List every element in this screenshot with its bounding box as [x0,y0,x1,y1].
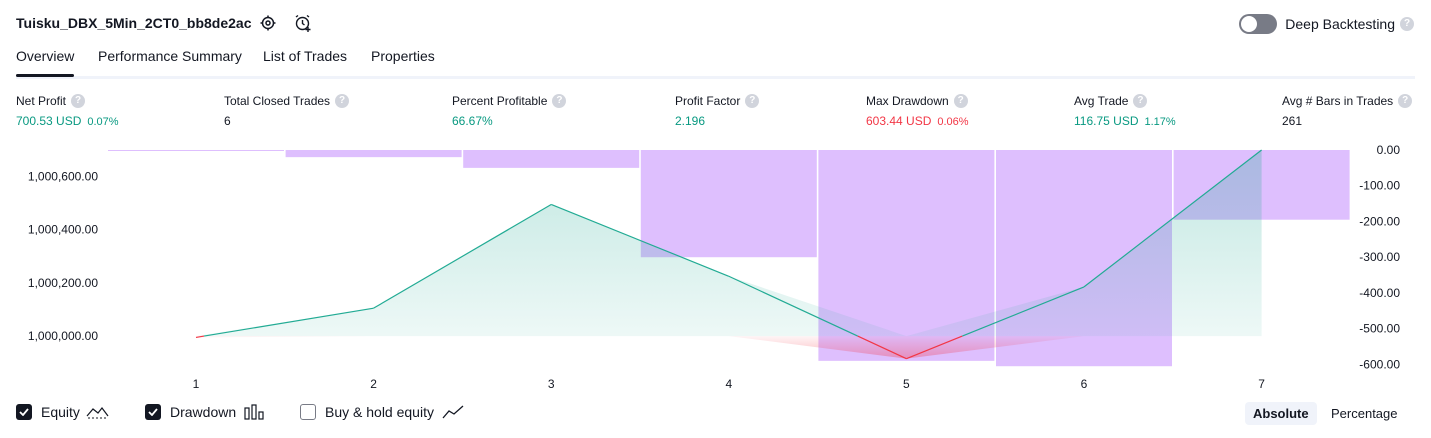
deep-backtesting-toggle[interactable] [1239,14,1278,34]
help-icon[interactable]: ? [953,94,968,108]
area-line-icon [86,407,109,419]
help-icon[interactable]: ? [1400,17,1414,31]
stat-label: Avg # Bars in Trades [1282,94,1394,108]
x-axis-tick: 4 [725,377,732,391]
drawdown-bar [640,150,817,258]
x-axis-tick: 1 [193,377,200,391]
stat-label: Percent Profitable [452,94,548,108]
drawdown-checkbox[interactable] [145,404,161,420]
equity-drawdown-chart[interactable]: 1,000,600.00 1,000,400.00 1,000,200.00 1,00… [0,140,1431,400]
stat-label: Profit Factor [675,94,741,108]
drawdown-bar [463,150,640,168]
legend-label: Buy & hold equity [325,404,434,420]
tab-overview[interactable]: Overview [16,48,75,77]
drawdown-bar [108,150,284,151]
stat-value: 2.196 [675,114,706,128]
toggle-knob [1241,16,1258,32]
right-axis-tick: -500.00 [1359,322,1400,336]
help-icon[interactable]: ? [335,94,350,108]
legend-buy-hold-equity[interactable]: Buy & hold equity [300,404,464,420]
stat-label: Avg Trade [1074,94,1129,108]
equity-line-segment [906,335,963,360]
right-axis-tick: -600.00 [1359,357,1400,371]
gear-icon[interactable] [259,14,277,32]
stat-value: 116.75 USD [1074,114,1139,128]
help-icon[interactable]: ? [71,94,86,108]
right-axis-tick: -100.00 [1359,179,1400,193]
stat-value: 66.67% [452,114,493,128]
drawdown-bar [285,150,462,158]
x-axis-tick: 5 [903,377,910,391]
tab-list-of-trades[interactable]: List of Trades [263,48,348,64]
deep-backtesting-label: Deep Backtesting [1285,16,1395,32]
equity-line-segment [1083,149,1262,288]
buy-hold-checkbox[interactable] [300,404,316,420]
stat-avg-bars-in-trades: Avg # Bars in Trades? 261 [1282,94,1413,128]
legend-label: Drawdown [170,404,237,420]
deep-backtesting-control[interactable]: Deep Backtesting ? [1239,14,1414,34]
x-axis-tick: 3 [548,377,555,391]
right-axis-tick: -200.00 [1359,214,1400,228]
x-axis-tick: 6 [1081,377,1088,391]
left-axis-tick: 1,000,600.00 [28,170,98,184]
equity-line-segment [373,203,552,309]
help-icon[interactable]: ? [552,94,567,108]
help-icon[interactable]: ? [1133,94,1148,108]
equity-line-segment [857,335,907,360]
equity-area [196,150,1262,337]
alarm-plus-icon[interactable] [294,14,312,32]
stat-percent: 0.06% [937,116,969,128]
stat-value: 261 [1282,114,1303,128]
stat-percent: 1.17% [1144,116,1176,128]
left-axis-tick: 1,000,000.00 [28,329,98,343]
stat-label: Total Closed Trades [224,94,331,108]
equity-line-segment [203,307,374,337]
absolute-toggle[interactable]: Absolute [1245,402,1317,425]
equity-line-segment [728,275,858,337]
percentage-toggle[interactable]: Percentage [1331,406,1398,421]
legend-drawdown[interactable]: Drawdown [145,404,266,420]
equity-line-segment [962,286,1085,337]
legend-equity[interactable]: Equity [16,404,110,420]
right-axis-tick: -400.00 [1359,286,1400,300]
stat-percent-profitable: Percent Profitable? 66.67% [452,94,567,128]
left-axis-tick: 1,000,400.00 [28,223,98,237]
line-icon [442,405,464,419]
equity-line-segment [550,203,730,277]
stat-value: 603.44 USD [866,114,932,128]
stat-value: 700.53 USD [16,114,82,128]
right-axis-tick: 0.00 [1377,143,1401,157]
tab-performance-summary[interactable]: Performance Summary [98,48,242,64]
help-icon[interactable]: ? [745,94,760,108]
help-icon[interactable]: ? [1398,94,1413,108]
strategy-title: Tuisku_DBX_5Min_2CT0_bb8de2ac [16,15,252,31]
left-axis-tick: 1,000,200.00 [28,276,98,290]
tab-properties[interactable]: Properties [371,48,435,64]
equity-line-segment [195,335,205,338]
right-axis-tick: -300.00 [1359,250,1400,264]
stat-value: 6 [224,114,231,128]
legend-label: Equity [41,404,80,420]
bars-icon [244,404,264,420]
stat-avg-trade: Avg Trade? 116.75 USD 1.17% [1074,94,1176,128]
equity-checkbox[interactable] [16,404,32,420]
stat-max-drawdown: Max Drawdown? 603.44 USD 0.06% [866,94,969,128]
stat-profit-factor: Profit Factor? 2.196 [675,94,760,128]
stat-total-closed-trades: Total Closed Trades? 6 [224,94,350,128]
stat-net-profit: Net Profit? 700.53 USD 0.07% [16,94,119,128]
x-axis-tick: 7 [1258,377,1265,391]
tab-bar: Overview Performance Summary List of Tra… [16,48,1415,79]
stat-label: Net Profit [16,94,67,108]
stat-percent: 0.07% [87,116,119,128]
equity-below-area [196,336,1262,359]
x-axis-tick: 2 [370,377,377,391]
stat-label: Max Drawdown [866,94,949,108]
